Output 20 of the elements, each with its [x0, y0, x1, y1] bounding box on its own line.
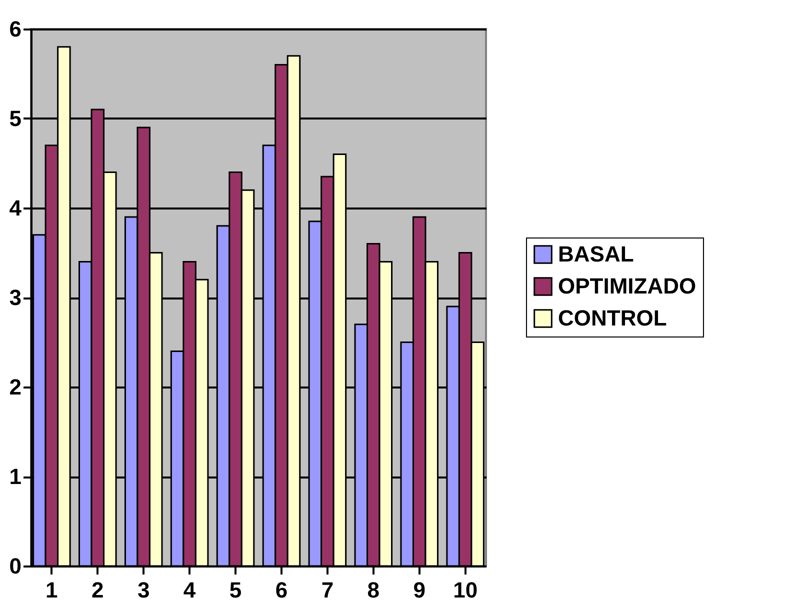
x-tick-label: 8: [367, 578, 380, 602]
y-tick-label: 1: [9, 464, 22, 489]
x-tick-label: 6: [275, 578, 288, 602]
y-tick-label: 4: [9, 196, 22, 220]
x-tick-label: 10: [453, 578, 478, 602]
x-tick-label: 4: [183, 578, 196, 602]
legend-label: CONTROL: [558, 306, 667, 330]
y-tick-label: 3: [9, 285, 22, 310]
x-tick-label: 9: [413, 578, 426, 602]
y-tick-label: 5: [9, 106, 22, 131]
x-tick-label: 7: [321, 578, 334, 602]
legend-label: BASAL: [558, 242, 634, 266]
x-tick-label: 3: [137, 578, 150, 602]
x-tick-label: 2: [92, 578, 104, 602]
legend-label: OPTIMIZADO: [558, 274, 696, 298]
y-tick-label: 0: [9, 554, 22, 578]
y-tick-label: 2: [9, 374, 22, 400]
y-tick-label: 6: [9, 16, 22, 42]
x-tick-label: 5: [229, 578, 242, 602]
x-tick-label: 1: [46, 578, 58, 602]
